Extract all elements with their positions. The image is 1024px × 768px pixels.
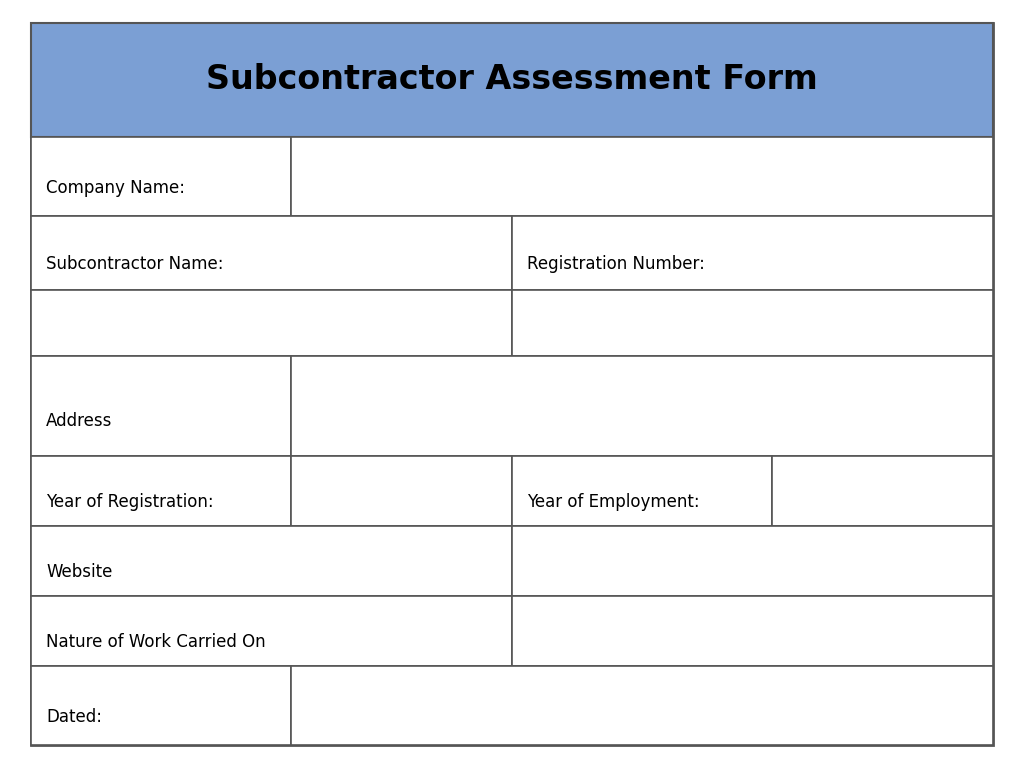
Bar	[291, 456, 512, 526]
Text: Registration Number:: Registration Number:	[527, 255, 706, 273]
Bar	[512, 526, 993, 596]
Bar	[31, 666, 291, 745]
Bar	[31, 290, 512, 356]
Text: Company Name:: Company Name:	[46, 179, 185, 197]
Text: Subcontractor Name:: Subcontractor Name:	[46, 255, 223, 273]
Bar	[31, 456, 291, 526]
Bar	[291, 356, 993, 456]
Bar	[31, 23, 993, 137]
Bar	[512, 596, 993, 666]
Text: Nature of Work Carried On: Nature of Work Carried On	[46, 633, 265, 650]
Text: Subcontractor Assessment Form: Subcontractor Assessment Form	[206, 64, 818, 97]
Bar	[772, 456, 993, 526]
Text: Year of Employment:: Year of Employment:	[527, 493, 700, 511]
Bar	[31, 356, 291, 456]
Bar	[512, 216, 993, 290]
Bar	[31, 596, 512, 666]
Bar	[31, 137, 291, 216]
Bar	[291, 137, 993, 216]
Bar	[31, 216, 512, 290]
Text: Year of Registration:: Year of Registration:	[46, 493, 214, 511]
Bar	[31, 526, 512, 596]
Text: Dated:: Dated:	[46, 708, 102, 727]
Text: Address: Address	[46, 412, 113, 430]
Bar	[512, 456, 772, 526]
Text: Website: Website	[46, 563, 113, 581]
Bar	[291, 666, 993, 745]
Bar	[512, 290, 993, 356]
